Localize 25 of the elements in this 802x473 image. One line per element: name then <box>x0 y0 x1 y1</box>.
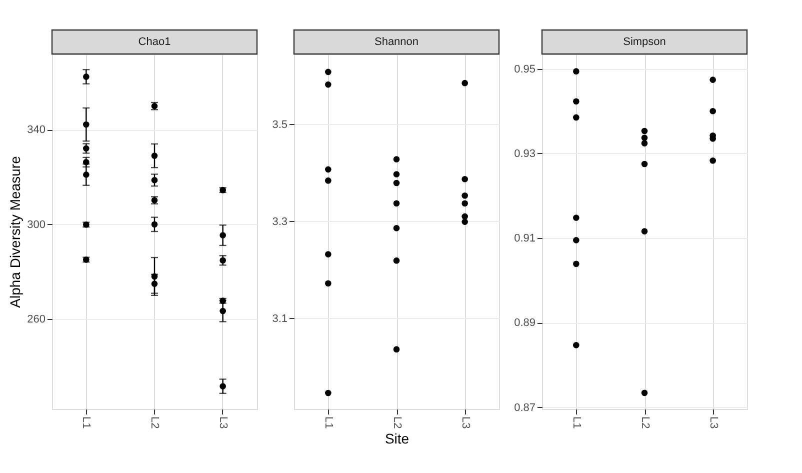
chart-title: Chao1 <box>138 36 171 48</box>
y-tick-label: 3.5 <box>272 118 288 131</box>
x-tick-label: L2 <box>148 416 160 429</box>
y-tick-label: 3.3 <box>272 216 288 228</box>
x-tick-label: L1 <box>570 416 583 429</box>
x-axis-title: Site <box>384 430 410 447</box>
y-tick-label: 260 <box>27 314 46 326</box>
y-tick-label: 0.93 <box>514 148 536 160</box>
x-tick-label: L1 <box>80 416 92 429</box>
y-tick-label: 0.87 <box>514 402 536 414</box>
x-tick-label: L2 <box>391 416 403 429</box>
y-tick-label: 3.1 <box>272 312 288 325</box>
y-tick-label: 0.89 <box>514 317 536 330</box>
y-tick-label: 0.95 <box>514 63 536 76</box>
x-tick-label: L3 <box>459 416 472 429</box>
x-tick-label: L3 <box>216 416 229 429</box>
y-axis-title: Alpha Diversity Measure <box>7 156 24 308</box>
y-tick-label: 0.91 <box>514 232 536 245</box>
y-tick-label: 300 <box>27 218 46 231</box>
x-tick-label: L1 <box>322 416 335 429</box>
chart-title: Simpson <box>623 36 666 48</box>
x-tick-label: L2 <box>639 416 651 429</box>
x-tick-label: L3 <box>707 416 720 429</box>
y-tick-label: 340 <box>27 124 46 136</box>
chart-title: Shannon <box>374 36 419 48</box>
